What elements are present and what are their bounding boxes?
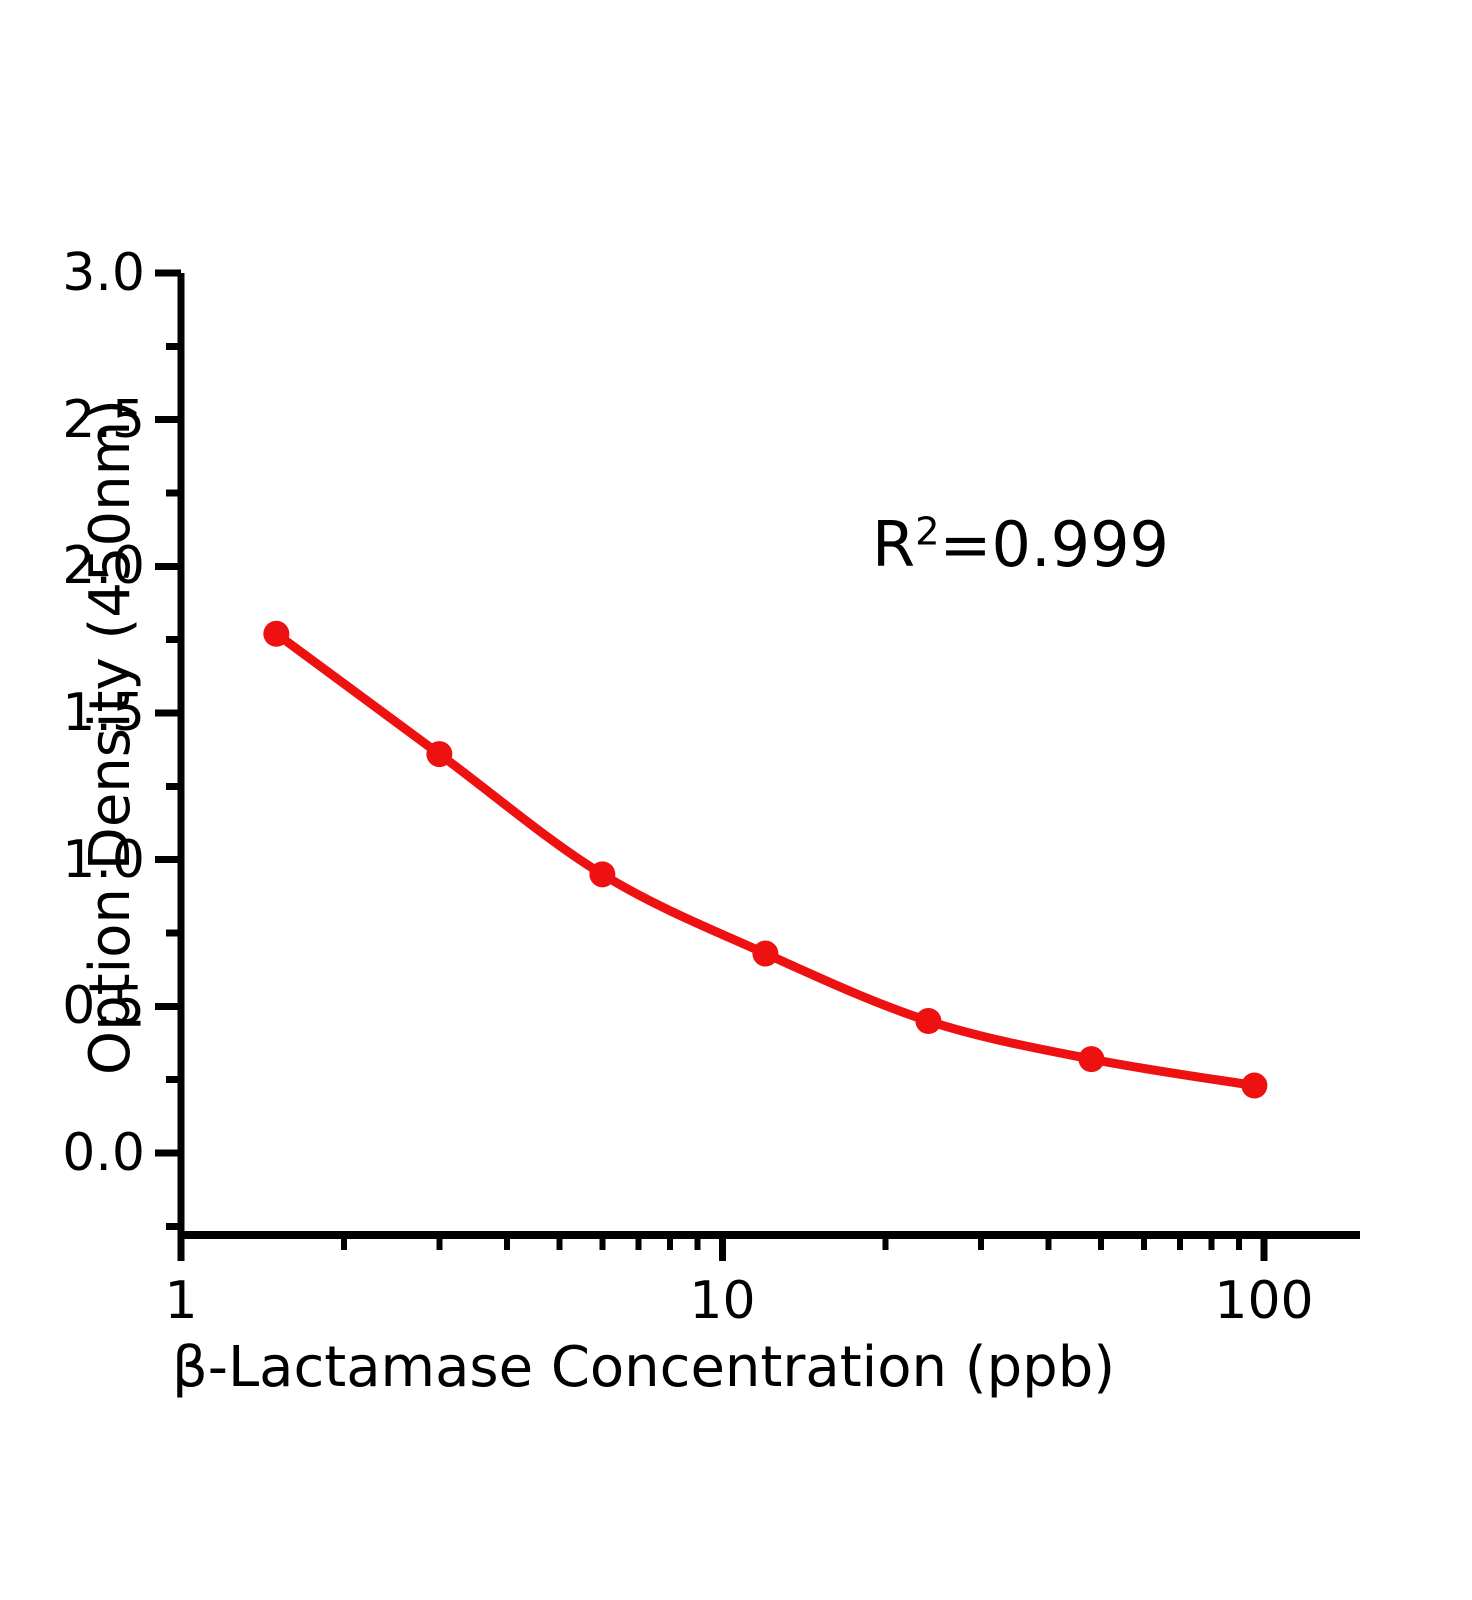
y-axis-tick-label: 0.5 xyxy=(62,976,145,1037)
data-point-marker xyxy=(915,1008,942,1034)
data-point-marker xyxy=(752,940,779,967)
y-axis-label: Option Density (450nm) xyxy=(78,398,143,1075)
y-axis-tick-label: 2.0 xyxy=(62,536,145,597)
data-point-marker xyxy=(589,861,616,888)
x-axis-tick-label: 10 xyxy=(689,1271,756,1331)
y-axis-tick-label: 2.5 xyxy=(62,389,145,450)
r-squared-exponent: 2 xyxy=(915,509,940,555)
data-series-group xyxy=(263,620,1268,1099)
data-point-marker xyxy=(1078,1046,1105,1073)
data-point-marker xyxy=(1241,1072,1268,1099)
r-squared-base: R xyxy=(872,508,916,581)
x-axis-tick-label: 100 xyxy=(1214,1271,1314,1331)
r-squared-annotation: R2=0.999 xyxy=(872,508,1169,581)
y-axis-tick-label: 0.0 xyxy=(62,1123,145,1183)
y-axis-tick-label: 3.0 xyxy=(62,243,145,303)
data-point-marker xyxy=(263,620,290,647)
series-line-0 xyxy=(271,629,1259,1091)
y-axis-tick-label: 1.0 xyxy=(62,829,145,890)
x-axis-tick-label: 1 xyxy=(164,1271,198,1331)
axes-group xyxy=(155,269,1360,1261)
x-axis-label: β-Lactamase Concentration (ppb) xyxy=(172,1335,1116,1400)
y-axis-tick-label: 1.5 xyxy=(62,683,145,743)
data-point-marker xyxy=(426,741,453,768)
r-squared-value: =0.999 xyxy=(939,508,1169,581)
